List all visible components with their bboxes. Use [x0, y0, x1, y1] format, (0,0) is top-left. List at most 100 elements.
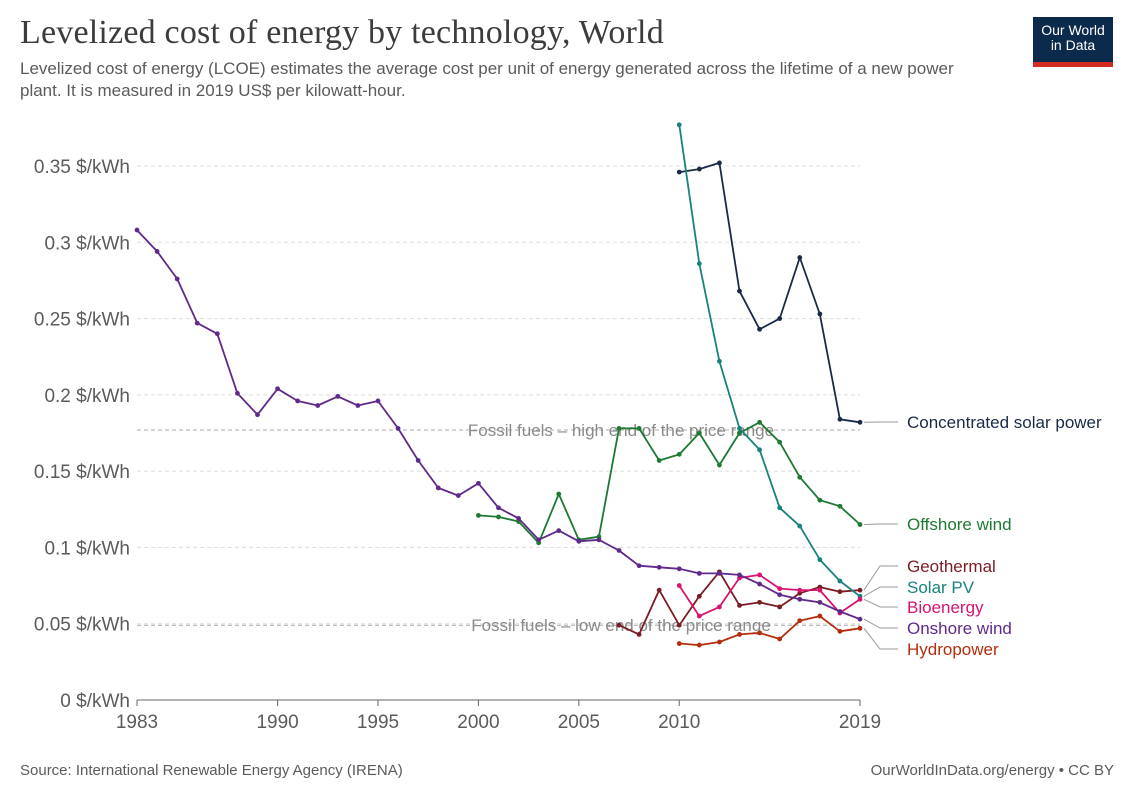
- credit-link[interactable]: OurWorldInData.org/energy • CC BY: [870, 762, 1114, 779]
- data-point[interactable]: [797, 587, 803, 593]
- series-label[interactable]: Concentrated solar power: [907, 413, 1102, 432]
- data-point[interactable]: [636, 426, 642, 431]
- data-point[interactable]: [837, 628, 843, 634]
- data-point[interactable]: [717, 604, 722, 610]
- data-point[interactable]: [737, 631, 742, 637]
- data-point[interactable]: [837, 503, 843, 509]
- data-point[interactable]: [857, 616, 863, 622]
- data-point[interactable]: [415, 458, 421, 463]
- data-point[interactable]: [817, 587, 823, 593]
- data-point[interactable]: [717, 639, 722, 645]
- data-point[interactable]: [154, 249, 160, 254]
- data-point[interactable]: [636, 631, 642, 637]
- data-point[interactable]: [696, 570, 702, 576]
- data-point[interactable]: [757, 447, 762, 453]
- series-line[interactable]: [478, 421, 861, 544]
- data-point[interactable]: [375, 398, 381, 404]
- data-point[interactable]: [857, 419, 863, 425]
- data-point[interactable]: [476, 512, 481, 518]
- data-point[interactable]: [757, 599, 762, 605]
- data-point[interactable]: [676, 169, 682, 175]
- data-point[interactable]: [676, 566, 682, 572]
- data-point[interactable]: [857, 625, 863, 631]
- data-point[interactable]: [556, 528, 562, 534]
- data-point[interactable]: [295, 398, 301, 404]
- owid-logo[interactable]: Our World in Data: [1033, 17, 1113, 67]
- data-point[interactable]: [696, 166, 702, 172]
- data-point[interactable]: [837, 416, 843, 422]
- data-point[interactable]: [737, 426, 742, 431]
- data-point[interactable]: [255, 412, 260, 418]
- data-point[interactable]: [676, 583, 682, 588]
- data-point[interactable]: [335, 393, 341, 399]
- data-point[interactable]: [757, 581, 762, 587]
- data-point[interactable]: [315, 403, 321, 408]
- data-point[interactable]: [696, 613, 702, 619]
- data-point[interactable]: [737, 430, 742, 436]
- data-point[interactable]: [817, 497, 823, 503]
- series-label[interactable]: Onshore wind: [907, 619, 1012, 638]
- data-point[interactable]: [757, 419, 762, 425]
- data-point[interactable]: [174, 276, 180, 282]
- data-point[interactable]: [134, 227, 140, 233]
- data-point[interactable]: [717, 462, 722, 468]
- data-point[interactable]: [777, 439, 783, 445]
- data-point[interactable]: [857, 596, 863, 602]
- data-point[interactable]: [817, 311, 823, 317]
- data-point[interactable]: [837, 578, 843, 584]
- data-point[interactable]: [817, 557, 823, 563]
- data-point[interactable]: [616, 426, 622, 431]
- data-point[interactable]: [737, 603, 742, 608]
- data-point[interactable]: [235, 390, 240, 396]
- series-label[interactable]: Geothermal: [907, 557, 996, 576]
- data-point[interactable]: [496, 505, 501, 511]
- data-point[interactable]: [817, 599, 823, 605]
- data-point[interactable]: [797, 596, 803, 602]
- data-point[interactable]: [275, 386, 280, 392]
- data-point[interactable]: [516, 516, 521, 521]
- data-point[interactable]: [777, 592, 783, 598]
- data-point[interactable]: [536, 537, 542, 543]
- series-label[interactable]: Bioenergy: [907, 598, 984, 617]
- data-point[interactable]: [696, 642, 702, 648]
- data-point[interactable]: [757, 630, 762, 636]
- data-point[interactable]: [717, 160, 722, 166]
- series-line[interactable]: [679, 615, 861, 646]
- data-point[interactable]: [797, 255, 803, 260]
- data-point[interactable]: [857, 587, 863, 593]
- data-point[interactable]: [616, 548, 622, 553]
- data-point[interactable]: [556, 491, 562, 497]
- data-point[interactable]: [777, 586, 783, 592]
- data-point[interactable]: [757, 326, 762, 332]
- series-line[interactable]: [678, 574, 861, 617]
- series-line[interactable]: [679, 161, 861, 424]
- data-point[interactable]: [857, 522, 863, 527]
- data-point[interactable]: [696, 261, 702, 267]
- series-label[interactable]: Hydropower: [907, 640, 999, 659]
- data-point[interactable]: [777, 505, 783, 511]
- data-point[interactable]: [676, 122, 682, 128]
- data-point[interactable]: [656, 458, 662, 463]
- data-point[interactable]: [837, 609, 843, 614]
- data-point[interactable]: [717, 358, 722, 364]
- data-point[interactable]: [676, 451, 682, 457]
- data-point[interactable]: [476, 480, 481, 486]
- data-point[interactable]: [777, 316, 783, 321]
- data-point[interactable]: [656, 587, 662, 593]
- data-point[interactable]: [717, 570, 722, 576]
- data-point[interactable]: [817, 613, 823, 619]
- series-label[interactable]: Offshore wind: [907, 515, 1012, 534]
- data-point[interactable]: [636, 563, 642, 569]
- data-point[interactable]: [616, 622, 622, 628]
- series-line[interactable]: [678, 124, 861, 598]
- data-point[interactable]: [194, 320, 200, 326]
- data-point[interactable]: [737, 572, 742, 578]
- data-point[interactable]: [576, 538, 582, 544]
- data-point[interactable]: [496, 514, 501, 520]
- data-point[interactable]: [797, 523, 803, 529]
- data-point[interactable]: [696, 430, 702, 436]
- data-point[interactable]: [737, 288, 742, 294]
- data-point[interactable]: [676, 622, 682, 628]
- data-point[interactable]: [777, 604, 783, 610]
- data-point[interactable]: [596, 537, 602, 543]
